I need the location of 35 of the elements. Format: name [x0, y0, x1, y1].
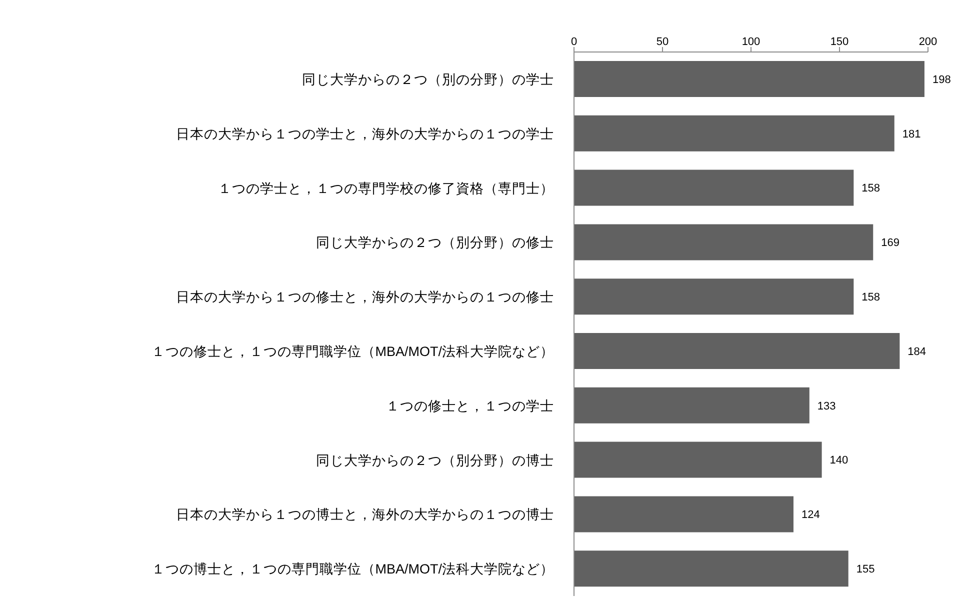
y-tick-label: 日本の大学から１つの学士と，海外の大学からの１つの学士	[176, 126, 554, 142]
y-tick-label: 同じ大学からの２つ（別の分野）の学士	[302, 72, 554, 87]
y-tick-label: １つの学士と，１つの専門学校の修了資格（専門士）	[218, 180, 554, 196]
bar	[574, 61, 924, 97]
data-label: 158	[862, 292, 880, 304]
bar	[574, 442, 822, 478]
bar	[574, 550, 848, 587]
x-tick-label: 150	[830, 36, 849, 48]
data-label: 181	[902, 128, 921, 140]
data-label: 158	[862, 182, 880, 195]
x-tick-label: 0	[570, 36, 578, 48]
data-label: 140	[830, 454, 848, 467]
x-tick-label: 50	[656, 36, 669, 48]
bar	[574, 333, 900, 369]
bar	[574, 224, 874, 260]
data-label: 198	[932, 74, 951, 86]
y-tick-label: １つの修士と，１つの専門職学位（MBA/MOT/法科大学院など）	[151, 344, 554, 359]
y-tick-label: 日本の大学から１つの修士と，海外の大学からの１つの修士	[176, 290, 554, 305]
x-tick-label: 100	[742, 36, 760, 48]
data-label: 169	[881, 237, 900, 250]
bar	[574, 278, 854, 315]
data-label: 184	[908, 346, 926, 358]
y-tick-label: 日本の大学から１つの博士と，海外の大学からの１つの博士	[176, 507, 554, 522]
bar	[574, 496, 794, 532]
data-label: 124	[801, 509, 820, 522]
data-label: 133	[817, 400, 836, 412]
y-tick-label: １つの修士と，１つの学士	[386, 398, 554, 414]
y-tick-label: １つの博士と，１つの専門職学位（MBA/MOT/法科大学院など）	[151, 562, 554, 577]
y-tick-label: 同じ大学からの２つ（別分野）の修士	[316, 235, 554, 250]
bar	[574, 387, 810, 424]
data-label: 155	[856, 564, 875, 576]
bar	[574, 170, 854, 206]
y-tick-label: 同じ大学からの２つ（別分野）の博士	[316, 452, 554, 468]
bar	[574, 115, 894, 152]
x-tick-label: 200	[918, 36, 938, 48]
